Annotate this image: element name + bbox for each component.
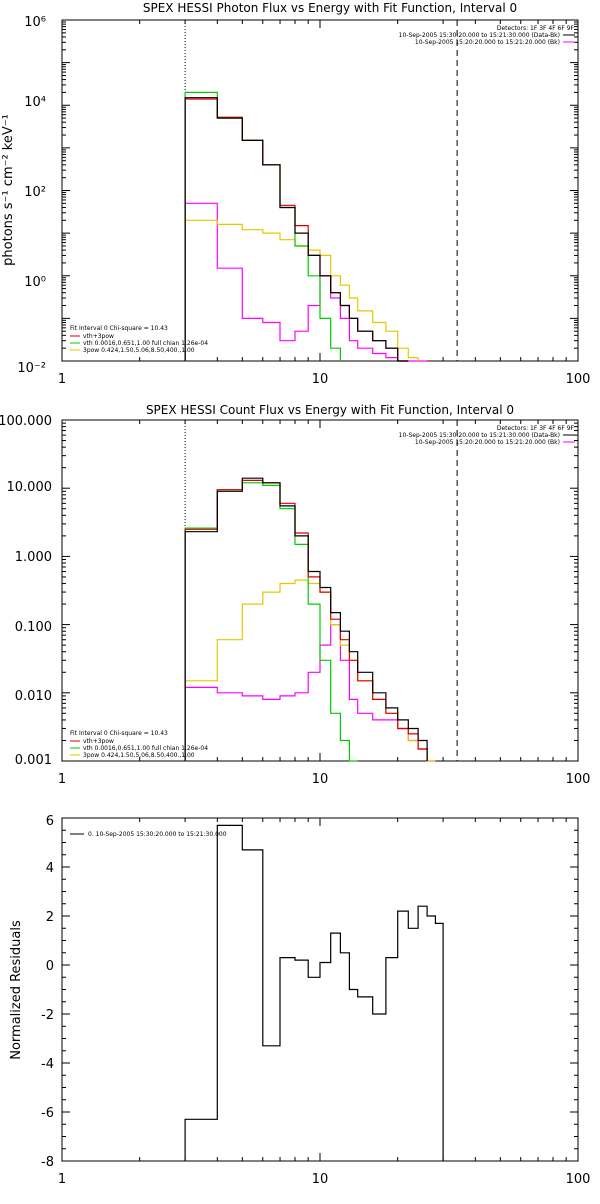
- photon-ytick-label: 10⁴: [24, 95, 46, 110]
- count-legend: Detectors: 1F 3F 4F 6F 9F 10-Sep-2005 15…: [399, 425, 575, 446]
- count-series: [184, 477, 436, 762]
- photon-legend-header: Detectors: 1F 3F 4F 6F 9F: [497, 25, 575, 32]
- residuals-panel: -8 -6 -4 -2 0 2 4 6 1 10 100 Normalized …: [9, 814, 590, 1187]
- count-flux-panel: SPEX HESSI Count Flux vs Energy with Fit…: [0, 403, 590, 787]
- count-ytick-label: 1.000: [15, 550, 52, 565]
- count-fit-header: Fit Interval 0 Chi-square = 10.43: [70, 730, 168, 737]
- residuals-xtick-label: 100: [566, 1172, 591, 1187]
- count-xtick-label: 10: [312, 772, 329, 787]
- residuals-plot-frame: [61, 817, 579, 1162]
- count-legend-header: Detectors: 1F 3F 4F 6F 9F: [497, 425, 575, 432]
- count-fit-label: vth 0.0016,0.651,1.00 full chian 1.26e-0…: [83, 745, 208, 752]
- count-xtick-label: 100: [566, 772, 591, 787]
- count-legend-label: 10-Sep-2005 15:20:20.000 to 15:21:20.000…: [415, 439, 560, 446]
- count-ytick-label: 100.000: [0, 414, 52, 429]
- series-line-10-sep-2005-15-30-20-000-to-15-21-30-000: [184, 477, 428, 761]
- series-line-3pow: [184, 579, 436, 762]
- residuals-series: [184, 824, 444, 1161]
- count-axis-ticks: [61, 420, 578, 762]
- photon-ytick-label: 10⁰: [24, 275, 46, 290]
- count-ytick-label: 10.000: [7, 480, 53, 495]
- photon-range-lines: [184, 20, 458, 361]
- photon-ytick-label: 10⁻²: [17, 361, 46, 376]
- photon-legend-label: 10-Sep-2005 15:30:20.000 to 15:21:30.000…: [399, 32, 560, 39]
- count-ytick-label: 0.010: [15, 689, 52, 704]
- residuals-ytick-label: 4: [46, 861, 54, 876]
- photon-fit-label: 3pow 0.424,1.50,5.06,8.50,400.,1.00: [83, 347, 195, 354]
- count-ytick-label: 0.001: [15, 753, 52, 768]
- photon-fit-label: vth+3pow: [83, 333, 114, 340]
- photon-ytick-label: 10²: [24, 185, 46, 200]
- photon-series: [184, 91, 428, 362]
- count-fit-label: vth+3pow: [83, 738, 114, 745]
- series-line-10-sep-2005-15-30-20-000-to-15-21-30-000: [184, 97, 409, 362]
- residuals-xtick-label: 1: [58, 1172, 66, 1187]
- photon-fit-label: vth 0.0016,0.651,1.00 full chian 1.26e-0…: [83, 340, 208, 347]
- count-fit-legend: Fit Interval 0 Chi-square = 10.43 vth+3p…: [70, 730, 208, 759]
- count-range-lines: [184, 420, 458, 761]
- series-line-3pow: [184, 219, 419, 361]
- residuals-legend: 0. 10-Sep-2005 15:30:20.000 to 15:21:30.…: [70, 831, 227, 838]
- photon-xtick-label: 10: [312, 372, 329, 387]
- series-line-10-sep-2005-15-20-20-000-to-15-21-20-000: [184, 202, 428, 362]
- count-legend-label: 10-Sep-2005 15:30:20.000 to 15:21:30.000…: [399, 432, 560, 439]
- residuals-ytick-label: 0: [46, 959, 54, 974]
- photon-panel-title: SPEX HESSI Photon Flux vs Energy with Fi…: [143, 1, 517, 15]
- residuals-ytick-label: 2: [46, 910, 54, 925]
- count-panel-title: SPEX HESSI Count Flux vs Energy with Fit…: [146, 403, 514, 417]
- residuals-axis-ticks: [61, 817, 578, 1162]
- series-line-vth-3pow: [184, 98, 409, 362]
- count-xtick-label: 1: [58, 772, 66, 787]
- series-line-vth-3pow: [184, 479, 428, 761]
- residuals-y-axis-label: Normalized Residuals: [9, 920, 24, 1060]
- photon-ytick-label: 10⁶: [24, 15, 46, 30]
- count-fit-label: 3pow 0.424,1.50,5.06,8.50,400.,1.00: [83, 752, 195, 759]
- residuals-xtick-label: 10: [312, 1172, 329, 1187]
- photon-legend: Detectors: 1F 3F 4F 6F 9F 10-Sep-2005 15…: [399, 25, 575, 46]
- photon-xtick-label: 1: [58, 372, 66, 387]
- residuals-ytick-label: -4: [41, 1057, 54, 1072]
- photon-xtick-label: 100: [566, 372, 591, 387]
- residuals-legend-label: 0. 10-Sep-2005 15:30:20.000 to 15:21:30.…: [88, 831, 227, 838]
- photon-axis-ticks: [61, 20, 578, 362]
- count-ytick-label: 0.100: [15, 620, 52, 635]
- series-line-vth: [184, 482, 358, 762]
- photon-flux-panel: SPEX HESSI Photon Flux vs Energy with Fi…: [1, 1, 590, 387]
- series-line-0-10-sep-2005-15-30-20-000-to-15-21-30-0: [184, 824, 444, 1161]
- photon-y-axis-label: photons s⁻¹ cm⁻² keV⁻¹: [1, 114, 16, 266]
- residuals-ytick-label: -8: [41, 1155, 54, 1170]
- residuals-ytick-label: -6: [41, 1106, 54, 1121]
- residuals-ytick-label: 6: [46, 814, 54, 829]
- photon-legend-label: 10-Sep-2005 15:20:20.000 to 15:21:20.000…: [415, 39, 560, 46]
- series-line-10-sep-2005-15-20-20-000-to-15-21-20-000: [184, 624, 436, 762]
- photon-fit-legend: Fit Interval 0 Chi-square = 10.43 vth+3p…: [70, 325, 208, 354]
- photon-fit-header: Fit Interval 0 Chi-square = 10.43: [70, 325, 168, 332]
- residuals-ytick-label: -2: [41, 1008, 54, 1023]
